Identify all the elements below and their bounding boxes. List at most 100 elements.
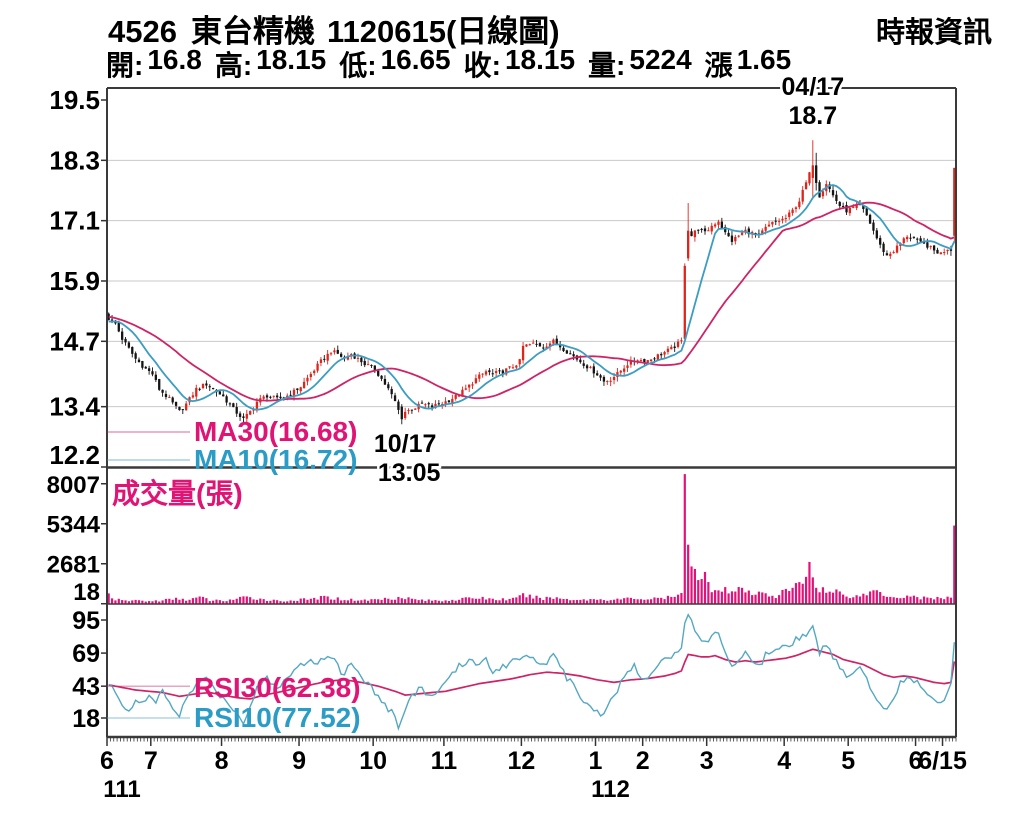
candle-body <box>144 366 147 369</box>
candle <box>185 400 188 411</box>
volume-bar <box>815 587 818 604</box>
volume-bar <box>161 600 164 604</box>
candle <box>370 364 373 368</box>
volume-bar <box>255 599 259 604</box>
candle <box>683 263 686 342</box>
candle <box>538 342 542 347</box>
candle <box>713 222 717 229</box>
volume-bar <box>481 596 484 604</box>
volume-bar <box>616 598 619 604</box>
volume-bar <box>289 600 292 604</box>
candle <box>154 371 158 383</box>
candle <box>943 248 946 256</box>
volume-bar <box>114 600 117 604</box>
candle-body <box>147 368 151 371</box>
candle <box>663 350 666 358</box>
volume-bar <box>589 599 592 604</box>
candle-body <box>811 165 814 178</box>
candle <box>727 228 730 237</box>
candle <box>798 197 801 210</box>
volume-bar <box>154 600 157 604</box>
candle <box>127 341 131 349</box>
quote-volume: 量: 5224 <box>588 44 692 84</box>
volume-bar <box>636 599 639 604</box>
candle-body <box>538 343 542 347</box>
ma30-line <box>108 201 955 402</box>
volume-bar <box>538 597 542 604</box>
candle-body <box>407 410 410 412</box>
candle <box>323 355 326 363</box>
volume-bar <box>249 597 252 604</box>
volume-bar <box>390 599 393 604</box>
candle-body <box>441 403 444 405</box>
volume-bar <box>687 544 690 604</box>
quote-low-label: 低: <box>339 50 377 81</box>
volume-bar <box>521 593 525 604</box>
volume-axis-label: 18 <box>73 579 100 606</box>
candle-body <box>387 384 390 389</box>
volume-bar <box>865 595 868 604</box>
candle-body <box>636 360 639 362</box>
volume-bar <box>329 599 333 604</box>
candle-body <box>161 389 164 393</box>
candle-body <box>569 353 572 355</box>
candle-body <box>717 221 720 225</box>
candle <box>208 384 211 392</box>
candle-body <box>420 402 424 404</box>
candle <box>242 413 245 422</box>
candle <box>262 394 265 400</box>
candle-body <box>178 406 181 411</box>
candle-body <box>653 358 656 360</box>
volume-bar <box>350 598 353 604</box>
candle <box>313 369 316 376</box>
volume-bar <box>498 600 501 604</box>
candle <box>771 221 774 228</box>
candle-body <box>525 344 528 347</box>
candle <box>144 365 147 369</box>
candle-body <box>801 189 804 202</box>
candle-body <box>306 377 309 382</box>
candle-body <box>609 380 612 382</box>
volume-bar <box>454 600 457 604</box>
volume-bar <box>730 591 734 604</box>
volume-bar <box>107 593 110 604</box>
volume-bar <box>407 597 410 604</box>
volume-bar <box>650 599 653 604</box>
candle-body <box>767 224 771 227</box>
candle <box>801 186 804 205</box>
volume-bar <box>791 587 794 604</box>
candle <box>407 408 410 415</box>
candle <box>309 371 312 381</box>
volume-bar <box>134 599 137 604</box>
candle-body <box>339 353 343 357</box>
candle-body <box>201 383 205 388</box>
volume-bar <box>299 598 302 604</box>
volume-bar <box>383 597 387 604</box>
volume-bar <box>414 599 417 604</box>
volume-bar <box>532 598 535 604</box>
volume-bar <box>612 599 616 604</box>
volume-bar <box>740 587 744 604</box>
candle-body <box>700 228 703 230</box>
candle-body <box>468 384 471 388</box>
volume-bar <box>818 592 821 604</box>
candle-body <box>168 396 171 398</box>
candle-body <box>707 230 710 232</box>
rsi-axis-label: 18 <box>72 705 100 733</box>
candle-body <box>660 354 663 356</box>
volume-bar <box>545 596 548 604</box>
volume-bar <box>215 599 218 604</box>
candle-body <box>852 206 855 208</box>
price-axis-label: 19.5 <box>49 85 100 115</box>
candle-body <box>744 229 747 232</box>
volume-bar <box>218 600 221 604</box>
candle <box>515 364 518 370</box>
candle <box>724 224 727 235</box>
rsi30-line <box>108 648 956 700</box>
volume-bar <box>683 474 686 604</box>
low-annotation-price: 13.05 <box>378 459 441 487</box>
candle <box>171 396 174 405</box>
volume-bar <box>495 600 498 604</box>
volume-axis-label: 5344 <box>47 512 101 539</box>
candle-body <box>754 232 757 234</box>
